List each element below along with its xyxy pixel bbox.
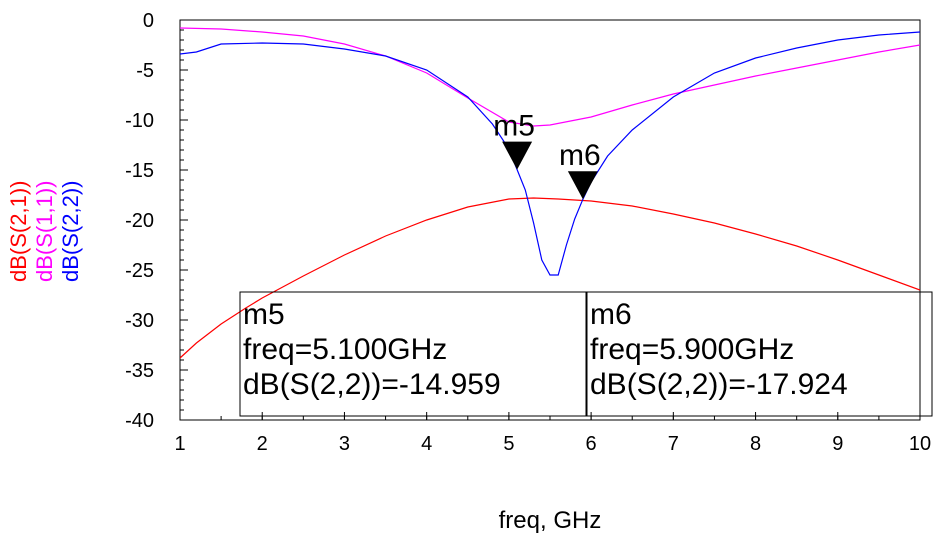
marker-label: m5	[493, 110, 535, 143]
x-axis-label: freq, GHz	[499, 507, 602, 534]
legend-entry: dB(S(2,2))	[58, 181, 83, 282]
legend: dB(S(2,1)) dB(S(1,1)) dB(S(2,2))	[6, 181, 83, 282]
legend-entry: dB(S(1,1))	[32, 181, 57, 282]
marker-m6: m6	[559, 139, 601, 199]
marker-box-line: freq=5.900GHz	[590, 333, 794, 366]
marker-triangle-icon	[568, 171, 598, 199]
marker-boxes: m5freq=5.100GHzdB(S(2,2))=-14.959m6freq=…	[240, 292, 932, 416]
x-tick-label: 10	[909, 433, 931, 455]
series-line-db-s-1-1-	[180, 28, 920, 126]
marker-label: m6	[559, 139, 601, 172]
marker-box-line: m6	[590, 298, 632, 331]
y-tick-label: -5	[136, 60, 154, 82]
x-tick-label: 1	[174, 433, 185, 455]
y-tick-label: -40	[125, 410, 154, 432]
x-tick-label: 9	[832, 433, 843, 455]
x-tick-label: 4	[421, 433, 432, 455]
x-tick-label: 3	[339, 433, 350, 455]
marker-box-line: dB(S(2,2))=-14.959	[243, 368, 501, 401]
legend-entry: dB(S(2,1))	[6, 181, 31, 282]
x-tick-label: 6	[586, 433, 597, 455]
y-tick-label: -20	[125, 210, 154, 232]
y-tick-label: -15	[125, 160, 154, 182]
marker-box-line: freq=5.100GHz	[243, 333, 447, 366]
x-tick-label: 5	[503, 433, 514, 455]
x-tick-label: 2	[257, 433, 268, 455]
y-tick-label: 0	[143, 10, 154, 32]
y-tick-label: -10	[125, 110, 154, 132]
series-line-db-s-2-2-	[180, 32, 920, 275]
y-tick-label: -35	[125, 360, 154, 382]
x-tick-label: 7	[668, 433, 679, 455]
y-tick-label: -30	[125, 310, 154, 332]
marker-box-line: dB(S(2,2))=-17.924	[590, 368, 848, 401]
marker-triangle-icon	[502, 142, 532, 170]
marker-box-line: m5	[243, 298, 285, 331]
y-tick-label: -25	[125, 260, 154, 282]
markers: m5 m6	[493, 110, 600, 200]
marker-m5: m5	[493, 110, 535, 170]
x-tick-label: 8	[750, 433, 761, 455]
